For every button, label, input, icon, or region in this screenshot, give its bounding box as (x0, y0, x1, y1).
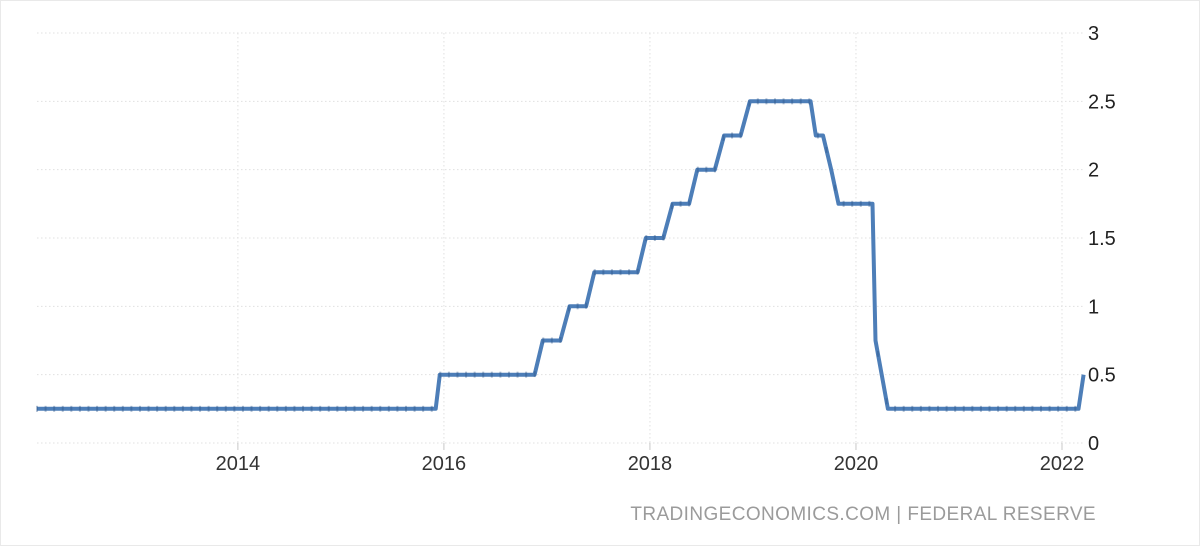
x-tick-label: 2016 (422, 453, 467, 475)
x-tick-label: 2020 (834, 453, 879, 475)
x-tick-label: 2022 (1040, 453, 1085, 475)
y-tick-label: 3 (1088, 23, 1099, 45)
x-axis-tick-labels: 2014 2016 2018 2020 2022 (216, 453, 1085, 475)
y-tick-label: 0.5 (1088, 365, 1116, 387)
y-tick-label: 2 (1088, 160, 1099, 182)
x-tick-label: 2018 (628, 453, 673, 475)
rate-line (37, 99, 1086, 411)
monthly-point-markers (36, 98, 1077, 412)
source-attribution: TRADINGECONOMICS.COM | FEDERAL RESERVE (630, 504, 1096, 525)
y-tick-label: 0 (1088, 433, 1099, 455)
x-tick-label: 2014 (216, 453, 261, 475)
rate-line-series (37, 99, 1086, 411)
x-axis-tick-marks (237, 443, 1063, 450)
y-tick-label: 2.5 (1088, 91, 1116, 113)
y-tick-label: 1 (1088, 296, 1099, 318)
y-axis-tick-labels: 0 0.5 1 1.5 2 2.5 3 (1088, 23, 1116, 455)
y-tick-label: 1.5 (1088, 228, 1116, 250)
horizontal-gridlines (37, 32, 1084, 444)
